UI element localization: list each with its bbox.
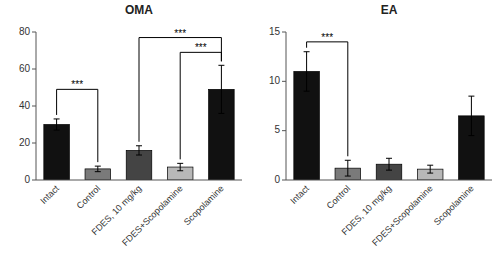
y-tick bbox=[32, 143, 36, 144]
error-bar bbox=[468, 96, 474, 135]
x-tick-label: Intact bbox=[38, 183, 61, 206]
y-tick bbox=[282, 32, 286, 33]
y-tick-label: 5 bbox=[274, 124, 280, 135]
y-tick-label: 80 bbox=[19, 26, 31, 37]
y-tick-label: 10 bbox=[269, 75, 281, 86]
x-axis bbox=[286, 180, 492, 181]
significance-label: *** bbox=[71, 79, 83, 90]
title: EA bbox=[381, 3, 398, 17]
x-tick-label: Scopolamine bbox=[432, 183, 476, 227]
y-tick bbox=[32, 32, 36, 33]
error-bar bbox=[304, 52, 310, 91]
error-bar bbox=[218, 65, 224, 113]
significance-bracket bbox=[180, 52, 221, 159]
y-tick-label: 0 bbox=[24, 174, 30, 185]
x-axis bbox=[36, 180, 242, 181]
y-axis bbox=[286, 32, 287, 180]
error-bar bbox=[345, 160, 351, 176]
title: OMA bbox=[125, 3, 153, 17]
y-tick-label: 15 bbox=[269, 26, 281, 37]
y-tick bbox=[32, 180, 36, 181]
error-bar bbox=[54, 119, 60, 130]
x-tick-label: FDES+Scopolamine bbox=[370, 183, 435, 248]
x-tick-label: Control bbox=[325, 183, 353, 211]
x-tick-label: Control bbox=[75, 183, 103, 211]
y-tick bbox=[282, 180, 286, 181]
significance-label: *** bbox=[321, 32, 333, 43]
marks bbox=[294, 52, 484, 180]
error-bar bbox=[427, 165, 433, 173]
y-tick-label: 20 bbox=[19, 137, 31, 148]
y-tick bbox=[282, 81, 286, 82]
significance-label: *** bbox=[174, 28, 186, 39]
error-bar bbox=[177, 163, 183, 170]
significance-label: *** bbox=[195, 42, 207, 53]
error-bar bbox=[386, 158, 392, 170]
x-tick-label: Intact bbox=[288, 183, 311, 206]
x-tick-label: Scopolamine bbox=[182, 183, 226, 227]
y-tick-label: 40 bbox=[19, 100, 31, 111]
significance-bracket bbox=[307, 42, 348, 156]
error-bar bbox=[136, 146, 142, 155]
y-axis bbox=[36, 32, 37, 180]
y-tick-label: 60 bbox=[19, 63, 31, 74]
y-tick bbox=[32, 106, 36, 107]
y-tick bbox=[282, 130, 286, 131]
panel: OMA020406080IntactControlFDES, 10 mg/kgF… bbox=[19, 3, 242, 248]
y-tick bbox=[32, 69, 36, 70]
chart-root: OMA020406080IntactControlFDES, 10 mg/kgF… bbox=[0, 0, 500, 264]
bar bbox=[44, 125, 70, 181]
significance-bracket bbox=[57, 89, 98, 162]
error-bar bbox=[95, 166, 101, 172]
y-tick-label: 0 bbox=[274, 174, 280, 185]
panel: EA051015IntactControlFDES, 10 mg/kgFDES+… bbox=[269, 3, 492, 248]
x-tick-label: FDES+Scopolamine bbox=[120, 183, 185, 248]
